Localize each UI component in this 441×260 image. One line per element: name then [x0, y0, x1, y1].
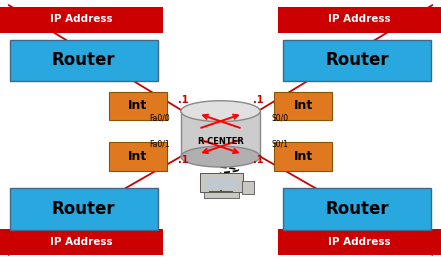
FancyBboxPatch shape: [109, 92, 167, 120]
Text: S0/0: S0/0: [271, 114, 288, 123]
Text: Router: Router: [52, 51, 116, 69]
FancyBboxPatch shape: [278, 6, 441, 32]
Text: .1: .1: [253, 155, 263, 165]
FancyBboxPatch shape: [0, 6, 163, 32]
FancyBboxPatch shape: [204, 192, 239, 198]
Text: .1: .1: [178, 95, 188, 105]
Ellipse shape: [181, 101, 260, 122]
Text: Fa0/0: Fa0/0: [149, 114, 170, 123]
FancyBboxPatch shape: [200, 173, 243, 192]
Text: .1: .1: [178, 155, 188, 165]
FancyBboxPatch shape: [242, 181, 254, 194]
Text: Int: Int: [294, 150, 313, 163]
Text: Int: Int: [128, 99, 147, 112]
Text: Router: Router: [52, 200, 116, 218]
Text: Router: Router: [325, 51, 389, 69]
Text: IP Address: IP Address: [328, 15, 391, 24]
Text: S0/1: S0/1: [271, 140, 288, 149]
FancyBboxPatch shape: [0, 229, 163, 255]
Text: IP Address: IP Address: [50, 237, 113, 247]
FancyBboxPatch shape: [283, 40, 431, 81]
Text: IP Address: IP Address: [328, 237, 391, 247]
Polygon shape: [181, 111, 260, 157]
FancyBboxPatch shape: [109, 142, 167, 171]
Text: Router: Router: [325, 200, 389, 218]
FancyBboxPatch shape: [10, 40, 158, 81]
FancyBboxPatch shape: [283, 188, 431, 230]
Text: R-CENTER: R-CENTER: [197, 137, 244, 146]
Text: Fa0/1: Fa0/1: [149, 140, 170, 149]
Text: Int: Int: [128, 150, 147, 163]
Text: .1: .1: [253, 95, 263, 105]
FancyBboxPatch shape: [274, 142, 332, 171]
FancyBboxPatch shape: [278, 229, 441, 255]
Text: IP Address: IP Address: [50, 15, 113, 24]
FancyBboxPatch shape: [205, 177, 238, 189]
FancyBboxPatch shape: [274, 92, 332, 120]
Text: Int: Int: [294, 99, 313, 112]
FancyBboxPatch shape: [10, 188, 158, 230]
Ellipse shape: [181, 146, 260, 167]
